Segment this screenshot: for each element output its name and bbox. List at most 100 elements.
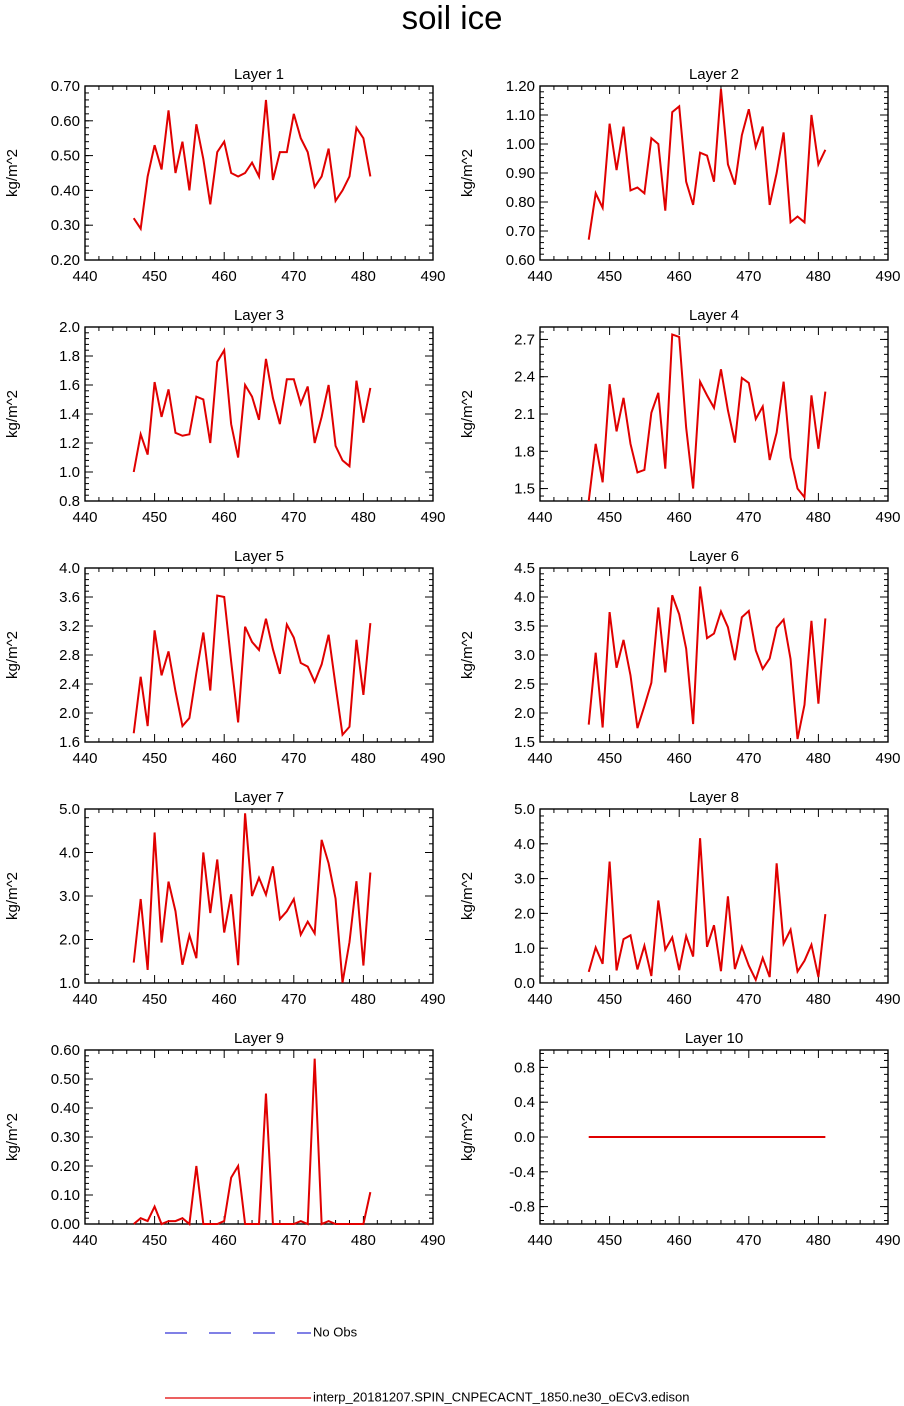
series-line xyxy=(587,586,827,740)
y-tick-label: 0.50 xyxy=(51,148,80,165)
y-tick-label: 0.30 xyxy=(51,217,80,234)
chart-layer-9: Layer 9 440 450 460 470 480 490 0.00 0.10 0.20 0.3… xyxy=(4,1030,446,1249)
y-tick-label: 4.0 xyxy=(59,560,80,577)
y-tick-label: 1.5 xyxy=(514,734,535,751)
x-tick-label: 480 xyxy=(806,268,831,285)
chart-layer-10: Layer 10 440 450 460 470 480 490 -0.8 -0.4 0.0 0.4… xyxy=(459,1030,901,1249)
figure-title: soil ice xyxy=(401,0,503,36)
series-line xyxy=(133,1058,372,1226)
x-tick-label: 470 xyxy=(736,750,761,767)
y-tick-label: 0.40 xyxy=(51,182,80,199)
y-axis-label: kg/m^2 xyxy=(4,1113,21,1161)
y-tick-label: 2.5 xyxy=(514,676,535,693)
chart-title: Layer 7 xyxy=(234,789,284,806)
series-line xyxy=(132,99,372,232)
y-tick-label: 0.0 xyxy=(514,1129,535,1146)
y-tick-label: 5.0 xyxy=(59,801,80,818)
y-tick-label: 4.0 xyxy=(514,836,535,853)
x-tick-label: 470 xyxy=(281,268,306,285)
x-tick-label: 470 xyxy=(281,750,306,767)
x-tick-label: 480 xyxy=(806,1232,831,1249)
x-tick-label: 490 xyxy=(875,1232,900,1249)
y-axis-label: kg/m^2 xyxy=(4,149,21,197)
y-tick-label: 1.0 xyxy=(514,940,535,957)
x-tick-label: 470 xyxy=(736,509,761,526)
x-tick-label: 490 xyxy=(420,991,445,1008)
x-tick-label: 460 xyxy=(212,1232,237,1249)
y-tick-label: -0.4 xyxy=(509,1164,535,1181)
y-axis-label: kg/m^2 xyxy=(459,390,476,438)
x-tick-label: 450 xyxy=(597,750,622,767)
x-tick-label: 490 xyxy=(875,750,900,767)
y-tick-label: 0.60 xyxy=(506,252,535,269)
x-tick-label: 460 xyxy=(667,991,692,1008)
chart-title: Layer 3 xyxy=(234,307,284,324)
legend-obs-swatch xyxy=(165,1332,311,1334)
x-tick-label: 490 xyxy=(420,509,445,526)
y-axis-label: kg/m^2 xyxy=(459,1113,476,1161)
x-tick-label: 480 xyxy=(351,991,376,1008)
series-line xyxy=(132,347,372,473)
y-axis-label: kg/m^2 xyxy=(459,149,476,197)
x-tick-label: 490 xyxy=(875,268,900,285)
y-tick-label: 0.20 xyxy=(51,252,80,269)
chart-layer-5: Layer 5 440 450 460 470 480 490 1.6 2.0 2.4 2.8 3.2… xyxy=(4,548,446,767)
x-tick-label: 460 xyxy=(212,509,237,526)
x-tick-label: 440 xyxy=(72,509,97,526)
y-tick-label: 2.8 xyxy=(59,647,80,664)
plot-frame xyxy=(84,1049,434,1225)
x-tick-label: 450 xyxy=(142,268,167,285)
x-tick-label: 450 xyxy=(142,1232,167,1249)
y-tick-label: 3.6 xyxy=(59,589,80,606)
chart-title: Layer 2 xyxy=(689,66,739,83)
chart-layer-8: Layer 8 440 450 460 470 480 490 0.0 1.0 2.0 3.0 4.0… xyxy=(459,789,901,1008)
y-tick-label: 0.90 xyxy=(506,165,535,182)
plot-frame xyxy=(84,567,434,743)
x-tick-label: 480 xyxy=(351,268,376,285)
x-tick-label: 460 xyxy=(212,991,237,1008)
y-tick-label: 0.00 xyxy=(51,1216,80,1233)
x-tick-label: 450 xyxy=(597,991,622,1008)
x-tick-label: 490 xyxy=(420,1232,445,1249)
y-tick-label: 4.0 xyxy=(59,845,80,862)
y-tick-label: 0.0 xyxy=(514,975,535,992)
plot-frame xyxy=(84,808,434,984)
y-tick-label: 0.60 xyxy=(51,113,80,130)
x-tick-label: 460 xyxy=(667,268,692,285)
y-tick-label: 0.4 xyxy=(514,1094,535,1111)
y-tick-label: 1.20 xyxy=(506,78,535,95)
x-tick-label: 480 xyxy=(806,509,831,526)
x-tick-label: 490 xyxy=(420,750,445,767)
series-line xyxy=(132,594,372,738)
chart-title: Layer 4 xyxy=(689,307,739,324)
x-tick-label: 480 xyxy=(806,750,831,767)
x-tick-label: 440 xyxy=(527,268,552,285)
x-tick-label: 460 xyxy=(212,268,237,285)
series-line xyxy=(132,813,372,983)
series-line xyxy=(587,333,827,502)
x-tick-label: 470 xyxy=(281,1232,306,1249)
x-tick-label: 470 xyxy=(736,991,761,1008)
y-tick-label: 1.6 xyxy=(59,377,80,394)
chart-layer-1: Layer 1 440 450 460 470 480 490 0.20 0.30 0.40 0.5… xyxy=(4,66,446,285)
x-tick-label: 460 xyxy=(667,1232,692,1249)
x-tick-label: 440 xyxy=(527,1232,552,1249)
x-tick-label: 480 xyxy=(351,1232,376,1249)
chart-layer-7: Layer 7 440 450 460 470 480 490 1.0 2.0 3.0 4.0 5.0… xyxy=(4,789,446,1008)
x-tick-label: 480 xyxy=(351,509,376,526)
y-tick-label: 0.50 xyxy=(51,1071,80,1088)
chart-layer-3: Layer 3 440 450 460 470 480 490 0.8 1.0 1.2 1.4 1.6… xyxy=(4,307,446,526)
y-axis-label: kg/m^2 xyxy=(459,631,476,679)
y-axis-label: kg/m^2 xyxy=(4,631,21,679)
chart-title: Layer 5 xyxy=(234,548,284,565)
x-tick-label: 480 xyxy=(806,991,831,1008)
x-tick-label: 440 xyxy=(527,750,552,767)
legend-obs: No Obs xyxy=(165,1324,357,1341)
series-line xyxy=(587,88,827,240)
y-tick-label: 0.30 xyxy=(51,1129,80,1146)
y-tick-label: 1.4 xyxy=(59,406,80,423)
y-axis-label: kg/m^2 xyxy=(4,872,21,920)
y-tick-label: 1.0 xyxy=(59,975,80,992)
y-tick-label: 3.0 xyxy=(59,888,80,905)
x-tick-label: 490 xyxy=(875,991,900,1008)
